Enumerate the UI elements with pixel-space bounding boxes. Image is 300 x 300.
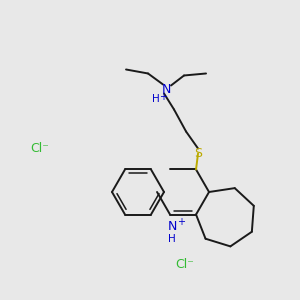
Text: N: N xyxy=(161,83,171,96)
Text: Cl⁻: Cl⁻ xyxy=(31,142,50,154)
Text: H: H xyxy=(152,94,160,104)
Text: S: S xyxy=(194,147,202,160)
Text: +: + xyxy=(159,92,167,103)
Text: N: N xyxy=(167,220,177,233)
Text: +: + xyxy=(177,217,185,226)
Text: H: H xyxy=(168,233,176,244)
Text: Cl⁻: Cl⁻ xyxy=(176,257,194,271)
